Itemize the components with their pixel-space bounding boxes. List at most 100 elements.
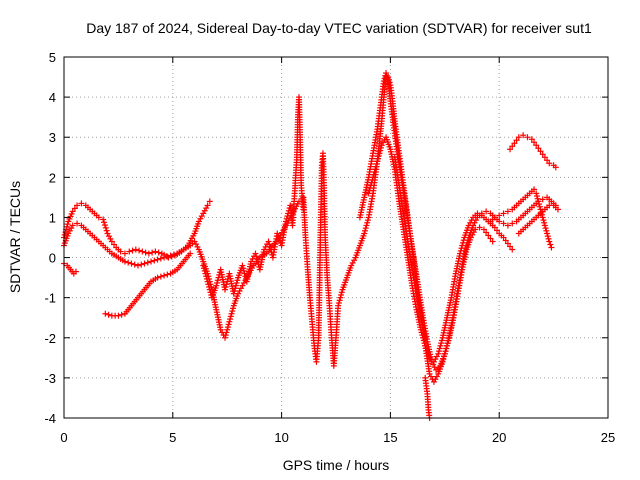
- data-point: [536, 201, 543, 208]
- data-point: [200, 265, 207, 272]
- data-point: [504, 240, 511, 247]
- data-point: [204, 278, 211, 285]
- data-point: [524, 134, 531, 141]
- data-point: [69, 222, 76, 229]
- data-point: [500, 234, 507, 241]
- data-point: [437, 342, 444, 349]
- data-point: [223, 281, 230, 288]
- data-point: [383, 72, 390, 79]
- data-point: [225, 321, 232, 328]
- data-point: [230, 305, 237, 312]
- data-point: [101, 222, 108, 229]
- data-point: [438, 340, 445, 347]
- data-point: [435, 348, 442, 355]
- data-point: [489, 238, 496, 245]
- data-point: [520, 132, 527, 139]
- data-point: [444, 340, 451, 347]
- data-point: [363, 222, 370, 229]
- data-point: [200, 262, 207, 269]
- data-points: [61, 70, 561, 421]
- data-point: [103, 227, 110, 234]
- data-point: [239, 262, 246, 269]
- y-tick-label: -3: [44, 371, 56, 386]
- data-point: [509, 143, 516, 150]
- data-point: [474, 210, 481, 217]
- data-point: [128, 260, 135, 267]
- data-point: [544, 230, 551, 237]
- data-point: [534, 195, 541, 202]
- data-point: [111, 241, 118, 248]
- data-point: [371, 168, 378, 175]
- data-point: [139, 248, 146, 255]
- data-point: [375, 155, 382, 162]
- data-point: [542, 225, 549, 232]
- data-point: [384, 75, 391, 82]
- data-point: [457, 247, 464, 254]
- data-point: [480, 226, 487, 233]
- data-point: [157, 255, 164, 262]
- data-point: [375, 152, 382, 159]
- data-point: [502, 237, 509, 244]
- data-point: [364, 219, 371, 226]
- data-point: [148, 258, 155, 265]
- data-point: [458, 245, 465, 252]
- data-point: [535, 198, 542, 205]
- data-point: [214, 277, 221, 284]
- data-point: [338, 289, 345, 296]
- data-point: [445, 337, 452, 344]
- y-tick-label: -4: [44, 411, 56, 426]
- data-point: [507, 146, 514, 153]
- data-point: [72, 268, 79, 275]
- data-point: [531, 139, 538, 146]
- data-point: [149, 249, 156, 256]
- data-point: [131, 261, 138, 268]
- data-point: [548, 244, 555, 251]
- data-point: [539, 151, 546, 158]
- data-point: [377, 147, 384, 154]
- data-point: [222, 283, 229, 290]
- data-point: [531, 186, 538, 193]
- y-tick-label: -1: [44, 291, 56, 306]
- data-point: [214, 279, 221, 286]
- data-point: [500, 210, 507, 217]
- data-point: [232, 285, 239, 292]
- x-axis-label: GPS time / hours: [283, 457, 390, 473]
- data-point: [253, 253, 260, 260]
- data-point: [142, 249, 149, 256]
- data-point: [537, 148, 544, 155]
- data-point: [509, 220, 516, 227]
- data-point: [443, 345, 450, 352]
- x-tick-label: 25: [601, 430, 615, 445]
- y-tick-label: 2: [49, 170, 56, 185]
- data-point: [206, 286, 213, 293]
- data-point: [121, 250, 128, 257]
- data-point: [155, 249, 162, 256]
- data-point: [222, 332, 229, 339]
- data-point: [165, 254, 172, 261]
- data-point: [370, 171, 377, 178]
- data-point: [539, 214, 546, 221]
- data-point: [547, 241, 554, 248]
- data-point: [496, 212, 503, 219]
- data-point: [541, 154, 548, 161]
- data-point: [206, 198, 213, 205]
- data-point: [513, 137, 520, 144]
- data-point: [546, 160, 553, 167]
- data-point: [231, 287, 238, 294]
- data-point: [535, 145, 542, 152]
- data-point: [157, 273, 164, 280]
- data-point: [457, 250, 464, 257]
- data-point: [226, 318, 233, 325]
- data-point: [369, 174, 376, 181]
- y-tick-label: 3: [49, 130, 56, 145]
- data-point: [265, 238, 272, 245]
- data-point: [144, 259, 151, 266]
- data-point: [483, 229, 490, 236]
- data-point: [485, 232, 492, 239]
- data-point: [164, 271, 171, 278]
- data-point: [472, 226, 479, 233]
- data-point: [203, 275, 210, 282]
- x-tick-label: 15: [383, 430, 397, 445]
- data-point: [266, 241, 273, 248]
